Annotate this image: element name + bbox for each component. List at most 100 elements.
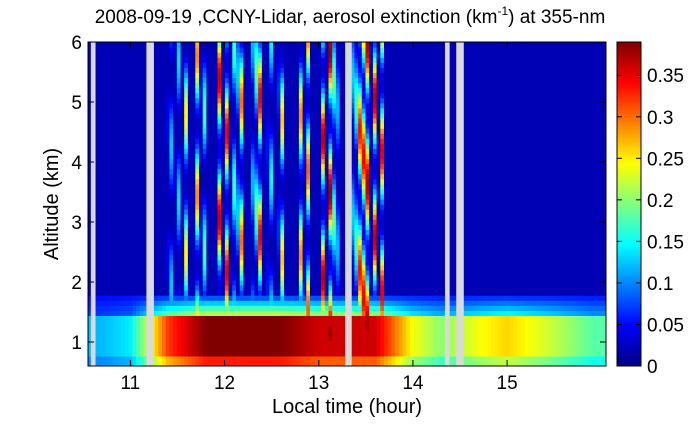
- heatmap-cell: [302, 244, 307, 251]
- heatmap-cell: [321, 178, 326, 185]
- heatmap-cell: [276, 57, 281, 63]
- heatmap-cell: [191, 305, 196, 311]
- heatmap-cell: [310, 128, 315, 134]
- heatmap-cell: [236, 234, 241, 241]
- heatmap-cell: [191, 330, 196, 337]
- heatmap-cell: [276, 117, 281, 124]
- heatmap-cell: [273, 153, 278, 160]
- heatmap-cell: [143, 148, 148, 154]
- heatmap-cell: [202, 290, 207, 296]
- heatmap-cell: [361, 168, 367, 175]
- heatmap-cell: [121, 133, 126, 139]
- heatmap-cell: [95, 82, 100, 89]
- heatmap-cell: [332, 128, 337, 134]
- heatmap-cell: [213, 87, 219, 94]
- heatmap-cell: [221, 123, 226, 129]
- heatmap-cell: [276, 97, 281, 104]
- heatmap-cell: [239, 47, 244, 53]
- heatmap-cell: [158, 107, 163, 114]
- heatmap-cell: [228, 330, 233, 337]
- heatmap-cell: [358, 219, 363, 225]
- heatmap-cell: [173, 57, 178, 63]
- heatmap-cell: [176, 178, 182, 185]
- heatmap-cell: [339, 107, 344, 114]
- heatmap-cell: [258, 143, 263, 149]
- heatmap-cell: [276, 128, 281, 134]
- heatmap-cell: [236, 360, 241, 366]
- heatmap-cell: [335, 138, 341, 144]
- heatmap-cell: [254, 290, 259, 296]
- heatmap-cell: [232, 264, 237, 271]
- heatmap-cell: [361, 62, 367, 68]
- heatmap-cell: [121, 295, 126, 301]
- heatmap-cell: [254, 143, 259, 149]
- heatmap-cell: [324, 274, 330, 281]
- heatmap-cell: [261, 254, 267, 261]
- heatmap-cell: [265, 300, 270, 306]
- heatmap-cell: [176, 153, 182, 160]
- heatmap-cell: [287, 183, 293, 190]
- heatmap-cell: [339, 350, 344, 357]
- heatmap-cell: [217, 47, 222, 53]
- heatmap-cell: [239, 92, 244, 99]
- heatmap-cell: [139, 290, 145, 296]
- heatmap-cell: [350, 350, 355, 357]
- heatmap-cell: [191, 264, 196, 271]
- heatmap-cell: [324, 219, 330, 225]
- heatmap-cell: [162, 178, 167, 185]
- heatmap-cell: [228, 128, 233, 134]
- heatmap-cell: [302, 254, 307, 261]
- heatmap-cell: [295, 350, 300, 357]
- heatmap-cell: [228, 92, 233, 99]
- heatmap-cell: [239, 269, 244, 276]
- heatmap-cell: [139, 335, 145, 342]
- heatmap-cell: [139, 295, 145, 301]
- heatmap-cell: [273, 224, 278, 230]
- heatmap-cell: [361, 285, 367, 291]
- heatmap-cell: [184, 87, 189, 94]
- heatmap-cell: [139, 204, 145, 210]
- heatmap-cell: [354, 345, 359, 352]
- heatmap-cell: [210, 92, 215, 99]
- heatmap-cell: [139, 168, 145, 175]
- heatmap-cell: [195, 345, 200, 352]
- heatmap-cell: [328, 264, 333, 271]
- heatmap-cell: [125, 209, 130, 215]
- heatmap-cell: [202, 345, 207, 352]
- heatmap-cell: [317, 173, 322, 180]
- heatmap-cell: [369, 355, 374, 362]
- heatmap-cell: [210, 112, 215, 119]
- heatmap-cell: [358, 178, 363, 185]
- heatmap-cell: [139, 234, 145, 241]
- heatmap-cell: [228, 295, 233, 301]
- heatmap-cell: [132, 82, 137, 89]
- heatmap-cell: [291, 325, 296, 332]
- heatmap-cell: [302, 158, 307, 165]
- heatmap-cell: [239, 264, 244, 271]
- heatmap-cell: [132, 148, 137, 154]
- heatmap-cell: [265, 290, 270, 296]
- heatmap-cell: [332, 345, 337, 352]
- heatmap-cell: [206, 335, 211, 342]
- heatmap-cell: [291, 123, 296, 129]
- heatmap-cell: [250, 198, 256, 205]
- heatmap-cell: [369, 67, 374, 73]
- heatmap-cell: [280, 107, 285, 114]
- heatmap-cell: [361, 229, 367, 235]
- heatmap-cell: [95, 92, 100, 99]
- heatmap-cell: [276, 330, 281, 337]
- heatmap-cell: [191, 285, 196, 291]
- heatmap-cell: [125, 77, 130, 84]
- heatmap-cell: [295, 163, 300, 170]
- heatmap-cell: [217, 350, 222, 357]
- heatmap-cell: [350, 279, 355, 286]
- heatmap-cell: [184, 72, 189, 79]
- heatmap-cell: [162, 360, 167, 366]
- heatmap-cell: [184, 300, 189, 306]
- heatmap-cell: [169, 107, 174, 114]
- heatmap-cell: [247, 315, 252, 322]
- heatmap-cell: [165, 305, 170, 311]
- heatmap-cell: [117, 138, 122, 144]
- heatmap-cell: [117, 102, 122, 109]
- heatmap-cell: [258, 153, 263, 160]
